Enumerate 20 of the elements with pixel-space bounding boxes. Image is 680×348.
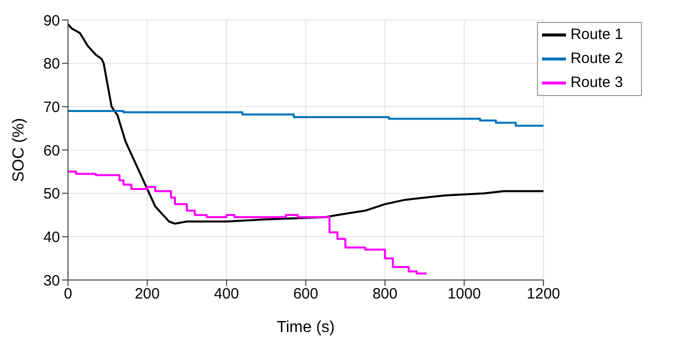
y-tick-label: 50 — [43, 186, 60, 203]
x-tick-label: 1000 — [448, 286, 481, 303]
y-tick-label: 60 — [43, 142, 60, 160]
x-tick-label: 1200 — [526, 286, 560, 303]
line-series — [68, 23, 544, 225]
x-tick-label: 0 — [64, 286, 72, 303]
y-tick-label: 90 — [43, 12, 60, 30]
x-tick-label: 600 — [293, 286, 318, 303]
x-tick-label: 400 — [214, 286, 239, 303]
y-tick-label: 40 — [43, 228, 60, 246]
y-tick-label: 80 — [43, 56, 60, 73]
x-tick-label: 200 — [134, 286, 160, 303]
x-tick-label: 800 — [372, 286, 398, 303]
x-axis-title: Time (s) — [276, 319, 335, 336]
y-tick-label: 30 — [43, 272, 60, 290]
y-tick-label: 70 — [43, 98, 60, 116]
y-axis-title: SOC (%) — [10, 118, 28, 182]
legend-label: Route 3 — [570, 74, 623, 92]
legend-label: Route 1 — [570, 26, 623, 44]
legend-label: Route 2 — [570, 50, 623, 68]
